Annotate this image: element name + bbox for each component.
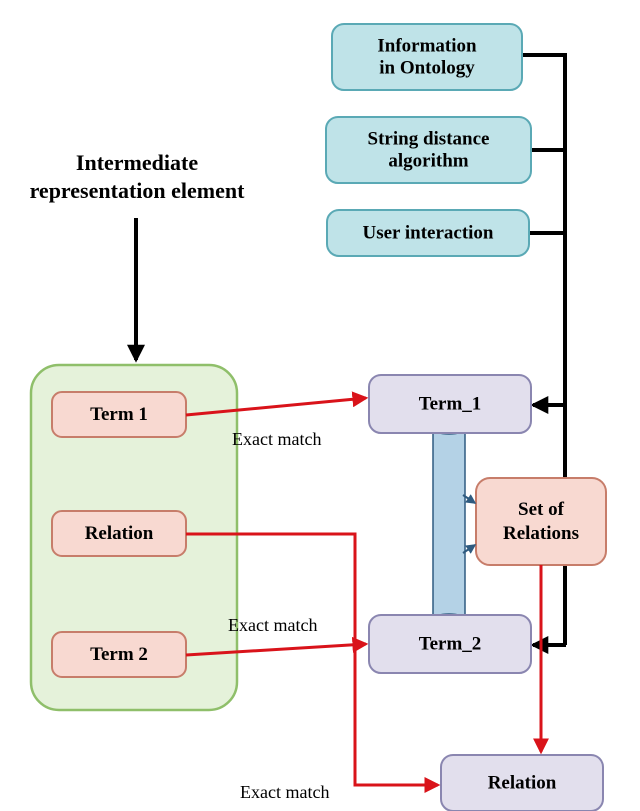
node-label-string_distance: algorithm [388, 150, 468, 171]
node-label-term2_right: Term_2 [419, 633, 482, 654]
node-label-string_distance: String distance [368, 128, 490, 149]
edge-label-relation-to-relation: Exact match [240, 782, 329, 802]
node-label-term2_left: Term 2 [90, 644, 148, 665]
connection-pipe [433, 429, 465, 619]
diagram-canvas: Informationin Ontology String distancealg… [0, 0, 640, 811]
node-set_of_relations [476, 478, 606, 565]
edge-label-term2-to-term2: Exact match [228, 615, 317, 635]
node-label-user_interaction: User interaction [362, 222, 493, 243]
node-label-set_of_relations: Set of [518, 499, 565, 520]
node-label-relation_right: Relation [488, 772, 557, 793]
node-label-set_of_relations: Relations [503, 523, 579, 544]
edge-label-term1-to-term1: Exact match [232, 429, 321, 449]
node-label-info_ontology: Information [377, 35, 477, 56]
title-line-1: Intermediate [76, 150, 198, 175]
title-line-2: representation element [30, 178, 246, 203]
node-label-relation_left: Relation [85, 523, 154, 544]
node-label-info_ontology: in Ontology [379, 57, 475, 78]
node-label-term1_left: Term 1 [90, 404, 148, 425]
node-label-term1_right: Term_1 [419, 393, 482, 414]
